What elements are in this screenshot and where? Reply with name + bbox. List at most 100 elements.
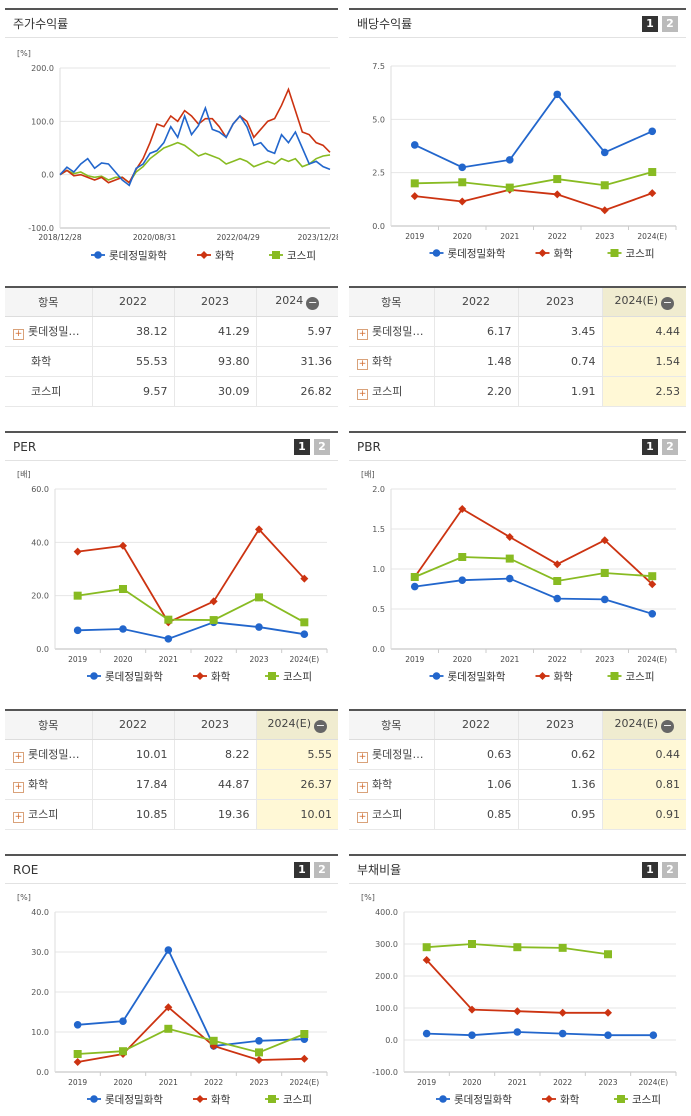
collapse-icon[interactable]: − [314, 718, 328, 733]
data-point [648, 189, 657, 198]
data-point [73, 1058, 82, 1066]
data-point [468, 940, 476, 948]
legend-marker [200, 251, 208, 259]
page-1-button[interactable]: 1 [294, 861, 310, 878]
row-label[interactable]: + 롯데정밀… [349, 316, 434, 347]
row-label-text: 롯데정밀… [372, 324, 424, 338]
legend-label: 코스피 [283, 1094, 312, 1106]
expand-plus-icon[interactable]: + [357, 358, 368, 370]
panel-header: 배당수익률 1 2 [349, 10, 686, 38]
page-1-button[interactable]: 1 [642, 15, 658, 32]
table-cell: 3.45 [517, 316, 602, 347]
y-tick-label: 1.0 [372, 565, 385, 574]
roe-panel: ROE 1 2 [%] 40.0 30.0 20.0 10.0 0.0 2019 2020 20… [5, 854, 338, 1112]
y-tick-label: 0.5 [372, 605, 385, 614]
data-point [119, 625, 127, 633]
expand-plus-icon[interactable]: + [13, 328, 24, 340]
data-point [468, 1005, 476, 1014]
expand-plus-icon[interactable]: + [357, 811, 368, 823]
page-2-button[interactable]: 2 [314, 861, 330, 878]
series-2 [73, 1024, 309, 1058]
page-2-button[interactable]: 2 [662, 861, 678, 878]
series-0 [422, 1028, 658, 1039]
table-cell: 9.57 [91, 376, 174, 407]
data-point [648, 168, 657, 177]
pbr-table: 항목 2022 2023 2024(E) − + 롯데정밀… 0.63 0.62 0.44… [349, 709, 686, 830]
data-point [410, 179, 419, 188]
y-tick-label: 200.0 [31, 64, 54, 73]
collapse-icon[interactable]: − [661, 295, 675, 310]
expand-plus-icon[interactable]: + [13, 811, 24, 823]
row-label-text: 화학 [372, 777, 393, 791]
collapse-icon[interactable]: − [661, 718, 675, 733]
data-point [468, 1031, 476, 1039]
table-cell: 2.53 [601, 376, 686, 407]
series-line [414, 556, 653, 582]
y-tick-label: 400.0 [375, 908, 398, 917]
expand-plus-icon[interactable]: + [357, 751, 368, 763]
col-header-item: 항목 [349, 711, 434, 740]
expand-plus-icon[interactable]: + [357, 781, 368, 793]
series-line-0 [59, 105, 331, 187]
col-header-2023: 2023 [173, 711, 256, 740]
expand-plus-icon[interactable]: + [13, 781, 24, 793]
collapse-icon[interactable]: − [306, 295, 320, 310]
data-point [558, 943, 567, 952]
series-line [426, 1031, 654, 1037]
page-1-button[interactable]: 1 [294, 438, 310, 455]
row-label[interactable]: + 화학 [349, 769, 434, 800]
row-label[interactable]: + 화학 [5, 769, 92, 800]
row-label: 코스피 [5, 376, 92, 407]
data-point [300, 1054, 309, 1063]
data-point [513, 943, 522, 952]
page-1-button[interactable]: 1 [642, 438, 658, 455]
y-tick-label: 0.0 [36, 1068, 49, 1077]
expand-plus-icon[interactable]: + [357, 388, 368, 400]
page-2-button[interactable]: 2 [662, 438, 678, 455]
data-point [553, 190, 562, 199]
data-point [73, 1021, 82, 1029]
row-label[interactable]: + 화학 [349, 346, 434, 377]
table-cell: 38.12 [91, 316, 174, 347]
row-label[interactable]: + 코스피 [349, 799, 434, 830]
x-tick-label: 2020 [462, 1078, 481, 1087]
series-line [77, 1005, 305, 1063]
y-tick-label: 0.0 [385, 1036, 398, 1045]
row-label[interactable]: + 롯데정밀… [5, 739, 92, 770]
legend-label: 코스피 [632, 1094, 661, 1106]
row-label-text: 화학 [31, 355, 52, 368]
legend-marker [196, 672, 204, 680]
x-tick-label: 2020 [453, 232, 472, 241]
row-label[interactable]: + 코스피 [349, 376, 434, 407]
table-cell: 44.87 [173, 769, 256, 800]
page-1-button[interactable]: 1 [642, 861, 658, 878]
page-2-button[interactable]: 2 [314, 438, 330, 455]
y-tick-label: -100.0 [28, 224, 54, 233]
legend: 롯데정밀화학 화학 코스피 [87, 1094, 312, 1106]
row-label[interactable]: + 롯데정밀… [5, 316, 92, 347]
row-label[interactable]: + 코스피 [5, 799, 92, 830]
col-header-2024e: 2024(E) − [601, 288, 686, 317]
dividend-yield-panel: 배당수익률 1 2 7.5 5.0 2.5 0.0 2019 2020 2021 2022 20… [349, 8, 686, 266]
y-tick-label: 10.0 [31, 1028, 49, 1037]
expand-plus-icon[interactable]: + [357, 328, 368, 340]
legend-label: 롯데정밀화학 [105, 1094, 163, 1106]
table-row: 화학 55.53 93.80 31.36 [5, 346, 338, 377]
data-point [422, 1029, 431, 1038]
x-tick-label: 2022/04/29 [217, 233, 260, 242]
legend-marker [196, 1095, 204, 1103]
series-line [414, 577, 653, 615]
table-cell: 55.53 [91, 346, 174, 377]
table-cell: 1.54 [601, 346, 686, 377]
data-point [505, 533, 514, 541]
series-2 [73, 585, 309, 627]
expand-plus-icon[interactable]: + [13, 751, 24, 763]
legend-marker [268, 672, 276, 680]
page-2-button[interactable]: 2 [662, 15, 678, 32]
table-cell: 26.37 [255, 769, 338, 800]
data-point [600, 148, 609, 157]
data-point [505, 156, 514, 164]
table-row: + 코스피 10.85 19.36 10.01 [5, 799, 338, 830]
row-label[interactable]: + 롯데정밀… [349, 739, 434, 770]
data-point [410, 141, 419, 149]
